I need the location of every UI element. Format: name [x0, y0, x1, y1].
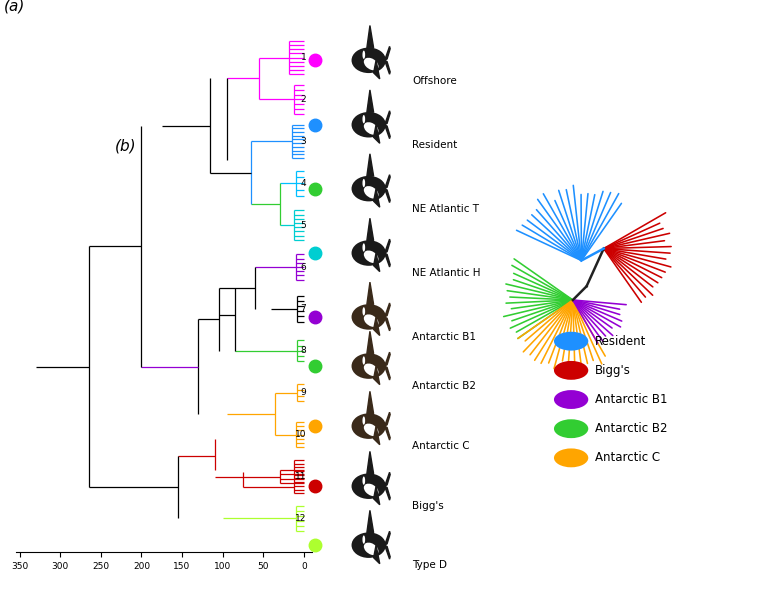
Ellipse shape	[554, 390, 588, 409]
Polygon shape	[374, 486, 380, 505]
Text: 10: 10	[295, 430, 307, 439]
Text: 3: 3	[300, 137, 307, 146]
Ellipse shape	[352, 473, 386, 499]
Text: (a): (a)	[4, 0, 25, 13]
Ellipse shape	[554, 332, 588, 350]
Polygon shape	[374, 253, 380, 272]
Polygon shape	[367, 391, 374, 413]
Ellipse shape	[352, 47, 386, 73]
Polygon shape	[374, 366, 380, 385]
Ellipse shape	[554, 419, 588, 438]
Ellipse shape	[363, 250, 378, 263]
Ellipse shape	[352, 240, 386, 266]
Ellipse shape	[363, 542, 378, 555]
Ellipse shape	[352, 413, 386, 439]
Text: Antarctic B1: Antarctic B1	[595, 393, 668, 406]
Polygon shape	[374, 317, 380, 335]
Ellipse shape	[363, 416, 365, 425]
Polygon shape	[374, 426, 380, 445]
Ellipse shape	[363, 179, 365, 187]
Polygon shape	[385, 472, 390, 500]
Ellipse shape	[554, 361, 588, 380]
Ellipse shape	[363, 535, 365, 544]
Polygon shape	[385, 111, 390, 139]
Ellipse shape	[352, 532, 386, 558]
Text: 2: 2	[301, 95, 307, 104]
Text: 7: 7	[300, 304, 307, 313]
Ellipse shape	[363, 244, 365, 251]
Ellipse shape	[363, 476, 365, 485]
Polygon shape	[367, 282, 374, 304]
Ellipse shape	[352, 112, 386, 137]
Text: 8: 8	[300, 346, 307, 355]
Text: Antarctic B2: Antarctic B2	[412, 382, 476, 391]
Ellipse shape	[363, 314, 378, 327]
Polygon shape	[385, 352, 390, 380]
Ellipse shape	[363, 424, 378, 436]
Text: Type D: Type D	[412, 560, 447, 571]
Ellipse shape	[554, 448, 588, 467]
Text: 9: 9	[300, 388, 307, 397]
Ellipse shape	[363, 115, 365, 124]
Text: 5: 5	[300, 221, 307, 230]
Polygon shape	[374, 61, 380, 79]
Ellipse shape	[352, 353, 386, 379]
Text: 4: 4	[301, 179, 307, 188]
Text: 6: 6	[300, 263, 307, 272]
Ellipse shape	[363, 50, 365, 59]
Text: 1: 1	[300, 53, 307, 62]
Text: Antarctic C: Antarctic C	[412, 442, 470, 451]
Polygon shape	[374, 188, 380, 207]
Text: NE Atlantic H: NE Atlantic H	[412, 268, 480, 278]
Polygon shape	[385, 239, 390, 267]
Polygon shape	[367, 331, 374, 353]
Polygon shape	[385, 175, 390, 203]
Ellipse shape	[352, 176, 386, 202]
Polygon shape	[385, 46, 390, 74]
Text: (b): (b)	[115, 139, 136, 154]
Text: Bigg's: Bigg's	[412, 502, 444, 511]
Polygon shape	[367, 90, 374, 112]
Polygon shape	[385, 531, 390, 559]
Polygon shape	[367, 511, 374, 533]
Text: Antarctic B2: Antarctic B2	[595, 422, 668, 435]
Text: Bigg's: Bigg's	[595, 364, 631, 377]
Polygon shape	[374, 125, 380, 143]
Ellipse shape	[363, 122, 378, 135]
Text: 12: 12	[295, 514, 307, 523]
Polygon shape	[374, 545, 380, 564]
Ellipse shape	[363, 186, 378, 199]
Text: Antarctic C: Antarctic C	[595, 451, 660, 464]
Ellipse shape	[352, 304, 386, 329]
Ellipse shape	[363, 484, 378, 496]
Ellipse shape	[363, 356, 365, 365]
Text: Offshore: Offshore	[412, 76, 457, 86]
Text: Resident: Resident	[412, 140, 457, 150]
Text: Resident: Resident	[595, 335, 647, 347]
Ellipse shape	[363, 364, 378, 376]
Text: NE Atlantic T: NE Atlantic T	[412, 204, 479, 214]
Ellipse shape	[363, 58, 378, 70]
Polygon shape	[367, 218, 374, 241]
Polygon shape	[367, 154, 374, 176]
Ellipse shape	[363, 307, 365, 316]
Text: 11: 11	[295, 472, 307, 481]
Polygon shape	[385, 412, 390, 440]
Polygon shape	[367, 451, 374, 473]
Polygon shape	[367, 26, 374, 48]
Text: Antarctic B1: Antarctic B1	[412, 332, 476, 342]
Polygon shape	[385, 303, 390, 331]
